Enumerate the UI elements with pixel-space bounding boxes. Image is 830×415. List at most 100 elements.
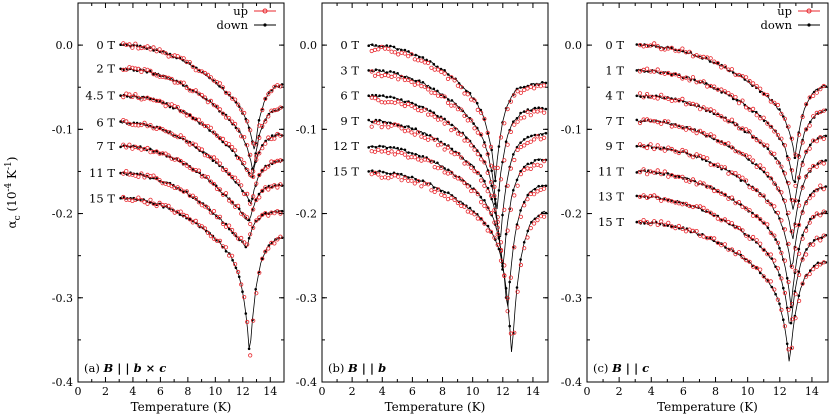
up-point [690,101,696,107]
y-tick-label: -0.3 [561,292,582,305]
up-point [169,102,174,107]
up-point [683,178,689,183]
down-point [407,50,410,53]
up-point [245,319,250,325]
up-point [655,43,660,49]
up-point [768,124,773,129]
up-point [754,265,759,271]
up-point [796,132,802,137]
y-tick-label: -0.3 [296,292,317,305]
down-point [670,46,673,50]
up-point [690,75,696,80]
down-point [762,119,766,123]
up-point [740,228,745,233]
down-point [425,58,428,62]
up-point [406,101,411,107]
up-point [469,118,474,123]
up-point [275,107,280,112]
up-point [386,46,391,51]
down-point [533,106,537,110]
series-2-T [119,65,284,174]
down-point [497,237,501,240]
up-point [133,197,138,202]
down-point [519,86,522,89]
up-point [485,206,490,211]
up-point [736,250,742,255]
up-point [803,274,809,279]
up-point [124,145,129,150]
up-point [263,119,268,124]
down-point [544,158,548,162]
up-point [266,187,271,192]
down-point [479,154,483,157]
up-point [726,171,731,176]
up-point [733,149,738,154]
up-point [402,103,407,109]
up-point [230,227,235,233]
down-point [793,156,797,159]
up-point [429,159,434,164]
up-point [775,132,781,138]
up-point [782,198,788,203]
up-point [505,107,510,112]
up-point [673,149,678,154]
up-point [485,189,490,194]
up-point [184,213,189,219]
up-point [818,183,823,188]
x-axis-label: Temperature (K) [385,400,486,414]
up-point [502,207,507,212]
up-point [786,241,791,246]
down-point [465,136,468,139]
up-point [485,228,490,233]
down-point [530,220,533,224]
x-tick-label: 4 [648,385,655,398]
down-point [504,140,508,143]
down-point [261,144,264,147]
up-point [722,217,728,222]
up-point [154,203,159,209]
down-point [479,108,483,112]
up-point [736,150,742,155]
up-point [193,88,198,93]
up-point [269,89,274,94]
up-point [652,170,657,175]
up-point [199,121,204,126]
down-point [418,55,421,59]
up-point [449,195,454,200]
up-point [263,249,268,254]
up-point [538,108,543,113]
up-point [508,207,513,212]
up-point [789,136,795,141]
down-point [392,96,396,100]
up-point [151,45,156,50]
up-point [211,181,217,187]
x-tick-label: 0 [584,385,591,398]
up-point [251,225,256,230]
up-point [372,96,378,101]
up-point [439,69,444,75]
up-point [142,175,147,180]
up-point [449,103,454,108]
curve-label: 4 T [605,89,624,103]
up-point [217,187,223,192]
up-point [498,177,504,182]
up-point [187,165,192,170]
up-point [263,166,268,171]
up-point [743,153,749,158]
down-point [541,184,544,188]
up-point [485,170,490,175]
up-point [644,220,650,225]
up-point [169,131,174,136]
up-point [442,94,447,99]
up-point [475,107,480,113]
up-point [449,75,454,80]
up-point [761,91,766,96]
up-point [452,126,457,131]
up-point [690,177,696,182]
up-point [655,120,660,125]
up-point [130,45,135,50]
up-point [429,90,434,95]
down-point [443,167,446,170]
legend-label: up [233,4,248,18]
down-point [693,179,696,183]
